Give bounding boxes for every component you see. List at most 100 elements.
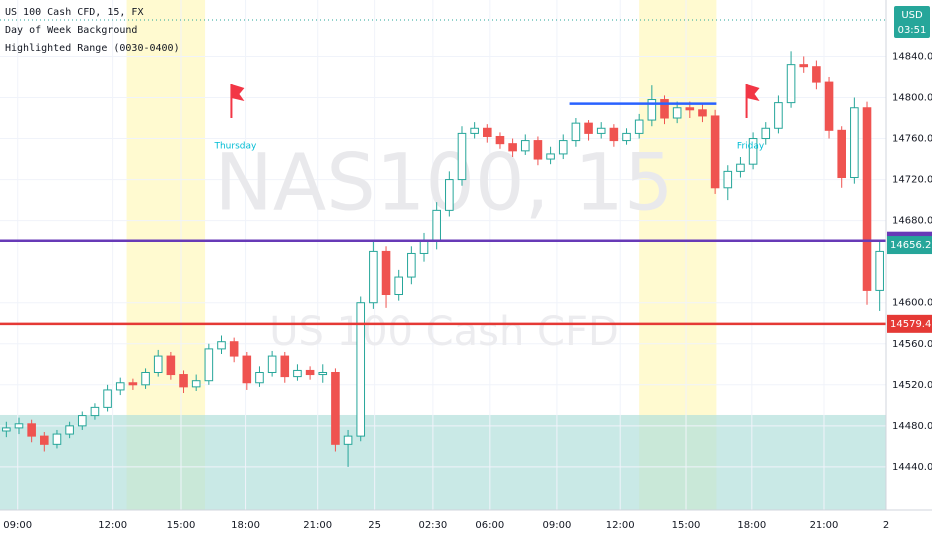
candle-body [27, 423, 36, 437]
candle-body [660, 99, 669, 119]
chart-title: US 100 Cash CFD, 15, FX [5, 7, 143, 18]
candle-body [761, 127, 771, 140]
candle-body [799, 64, 809, 68]
candle-body [280, 355, 290, 378]
marks-layer: Thursday Friday [0, 51, 886, 467]
candle-body [622, 132, 631, 142]
candle-body [432, 209, 441, 242]
y-tick-label: 14720.00 [892, 175, 932, 186]
candle-body [141, 371, 150, 386]
last-price-label: 14656.20 [890, 240, 932, 251]
candle-body [698, 109, 707, 117]
candle-body [356, 302, 366, 437]
candle-body [103, 389, 112, 408]
candle-body [2, 427, 11, 432]
level-label: 14579.42 [890, 319, 932, 330]
candle-body [343, 435, 353, 445]
candle-body [533, 140, 543, 160]
countdown: 03:51 [898, 25, 927, 36]
candle-body [483, 127, 492, 137]
last-price-tag [887, 236, 932, 255]
candle-body [179, 374, 188, 388]
candle-body [153, 355, 163, 373]
x-tick-label: 06:00 [475, 520, 504, 531]
candle-body [204, 348, 214, 382]
candle-body [837, 129, 846, 179]
candle-body [407, 252, 416, 278]
candle-body [495, 135, 505, 145]
indicator-label: Highlighted Range (0030-0400) [5, 43, 180, 54]
candle-body [128, 382, 138, 386]
candle-body [14, 423, 24, 429]
candle-body [723, 170, 733, 189]
candle-body [115, 382, 125, 391]
flag [746, 84, 760, 101]
x-tick-label: 15:00 [672, 520, 701, 531]
x-tick-label: 18:00 [737, 520, 766, 531]
candle-body [546, 153, 555, 160]
y-tick-label: 14680.00 [892, 216, 932, 227]
candle-body [255, 371, 264, 384]
candle-body [520, 140, 530, 152]
candle-body [647, 99, 657, 121]
candle-body [217, 341, 226, 350]
candle-body [774, 102, 783, 129]
candle-body [331, 371, 340, 445]
watermark-subtitle: US 100 Cash CFD [269, 309, 619, 355]
x-tick-label: 21:00 [810, 520, 839, 531]
candle-body [558, 140, 568, 155]
price-zone [0, 414, 886, 510]
candle-body [748, 138, 758, 165]
background-layer [0, 0, 886, 510]
candle-body [191, 380, 201, 388]
candle-body [318, 371, 328, 376]
candle-body [394, 276, 403, 296]
x-tick-label: 25 [368, 520, 381, 531]
candle-body [40, 435, 49, 445]
x-tick-label: 09:00 [543, 520, 572, 531]
y-tick-label: 14520.00 [892, 380, 932, 391]
candle-body [609, 127, 619, 142]
x-tick-label: 15:00 [167, 520, 196, 531]
candle-body [862, 107, 872, 291]
candle-body [90, 406, 100, 417]
candle-body [596, 127, 606, 134]
y-tick-label: 14840.00 [892, 51, 932, 62]
y-tick-label: 14800.00 [892, 92, 932, 103]
candle-body [824, 81, 834, 131]
time-axis [0, 510, 932, 550]
candle-body [305, 369, 315, 376]
currency-box[interactable] [894, 6, 930, 38]
candle-body [229, 341, 239, 357]
candle-body [786, 64, 796, 104]
candle-body [672, 107, 682, 119]
candle-body [166, 355, 176, 376]
flag [231, 84, 245, 101]
x-tick-label: 12:00 [98, 520, 127, 531]
candle-body [736, 163, 745, 172]
y-tick-label: 14600.00 [892, 298, 932, 309]
y-tick-label: 14760.00 [892, 134, 932, 145]
candle-body [875, 250, 884, 291]
candle-body [445, 179, 454, 211]
watermark: NAS100, 15 [215, 138, 674, 228]
y-tick-label: 14560.00 [892, 339, 932, 350]
flag-label: Friday [737, 142, 765, 152]
candle-body [457, 132, 467, 181]
x-tick-label: 02:30 [418, 520, 447, 531]
candle-body [850, 107, 859, 179]
candle-body [571, 122, 581, 142]
x-tick-label: 2 [883, 520, 889, 531]
candle-body [369, 250, 378, 304]
candle-body [52, 433, 62, 445]
level-tag [887, 314, 932, 333]
candle-body [584, 122, 593, 134]
candle-body [242, 355, 252, 384]
x-tick-label: 09:00 [3, 520, 32, 531]
candle-body [381, 250, 391, 296]
currency[interactable]: USD [901, 10, 923, 21]
candle-body [65, 425, 74, 435]
x-tick-label: 18:00 [231, 520, 260, 531]
